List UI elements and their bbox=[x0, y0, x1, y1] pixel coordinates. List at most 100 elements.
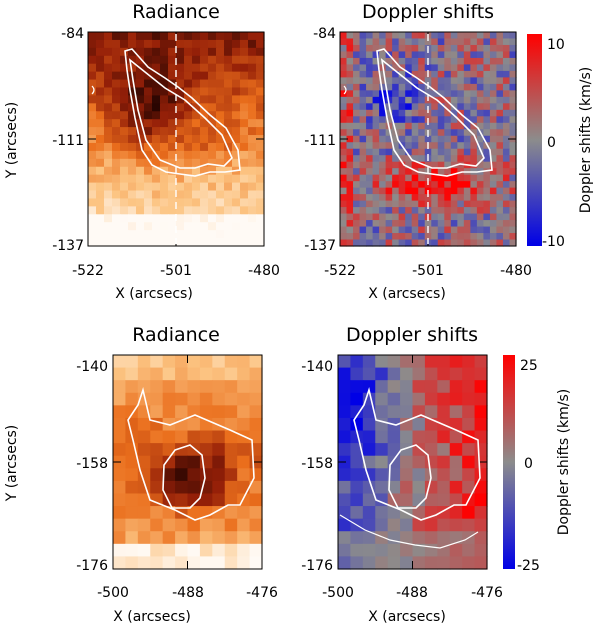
doppler-pixel bbox=[502, 207, 511, 215]
doppler-pixel bbox=[411, 70, 419, 78]
doppler-pixel bbox=[346, 226, 354, 234]
doppler-pixel bbox=[424, 207, 432, 215]
radiance-pixel bbox=[144, 190, 153, 200]
doppler-pixel bbox=[340, 181, 348, 189]
radiance-pixel bbox=[212, 468, 226, 482]
doppler-pixel bbox=[379, 51, 387, 59]
doppler-pixel bbox=[496, 116, 504, 124]
doppler-pixel bbox=[463, 70, 471, 78]
radiance-pixel bbox=[120, 230, 129, 239]
doppler-pixel bbox=[470, 155, 478, 163]
doppler-pixel bbox=[457, 90, 465, 98]
radiance-pixel bbox=[120, 87, 129, 97]
radiance-pixel bbox=[216, 111, 225, 120]
radiance-pixel bbox=[232, 198, 241, 207]
radiance-pixel bbox=[224, 430, 238, 444]
doppler-pixel bbox=[340, 96, 348, 104]
doppler-pixel bbox=[379, 96, 387, 104]
doppler-pixel bbox=[509, 213, 517, 221]
doppler-pixel bbox=[385, 161, 393, 169]
radiance-pixel bbox=[104, 222, 113, 231]
doppler-pixel bbox=[431, 70, 439, 78]
radiance-pixel bbox=[192, 238, 201, 247]
radiance-pixel bbox=[176, 39, 185, 49]
radiance-pixel bbox=[128, 103, 137, 112]
doppler-pixel bbox=[353, 135, 361, 143]
doppler-pixel bbox=[431, 239, 439, 247]
doppler-pixel bbox=[353, 213, 361, 221]
radiance-pixel bbox=[256, 190, 265, 200]
doppler-pixel bbox=[496, 44, 504, 53]
doppler-pixel bbox=[431, 194, 439, 202]
radiance-pixel bbox=[240, 166, 249, 176]
doppler-pixel bbox=[366, 207, 374, 215]
doppler-pixel bbox=[444, 83, 452, 91]
doppler-pixel bbox=[476, 103, 485, 111]
radiance-pixel bbox=[224, 71, 233, 81]
doppler-pixel bbox=[489, 181, 498, 189]
doppler-pixel bbox=[405, 129, 413, 137]
radiance-pixel bbox=[137, 355, 151, 369]
doppler-pixel bbox=[366, 155, 374, 163]
doppler-pixel bbox=[379, 226, 387, 234]
doppler-pixel bbox=[483, 174, 491, 182]
doppler-pixel bbox=[431, 187, 439, 195]
doppler-pixel bbox=[385, 181, 393, 189]
doppler-pixel bbox=[437, 207, 445, 215]
doppler-pixel bbox=[502, 109, 511, 117]
radiance-pixel bbox=[96, 63, 105, 73]
radiance-pixel bbox=[175, 430, 189, 444]
doppler-pixel bbox=[437, 122, 445, 130]
radiance-pixel bbox=[224, 182, 233, 192]
doppler-pixel bbox=[470, 181, 478, 189]
radiance-pixel bbox=[168, 142, 177, 152]
radiance-pixel bbox=[128, 119, 137, 128]
doppler-pixel bbox=[379, 213, 387, 221]
radiance-pixel bbox=[152, 103, 161, 112]
radiance-pixel bbox=[224, 111, 233, 120]
radiance-pixel bbox=[144, 182, 153, 192]
radiance-pixel bbox=[162, 543, 176, 558]
radiance-pixel bbox=[240, 39, 249, 49]
doppler-pixel bbox=[398, 103, 406, 111]
doppler-pixel bbox=[450, 64, 458, 72]
radiance-pixel bbox=[224, 190, 233, 200]
doppler-pixel bbox=[405, 142, 413, 150]
doppler-pixel bbox=[359, 96, 367, 104]
doppler-pixel bbox=[353, 187, 361, 195]
doppler-pixel bbox=[462, 506, 476, 520]
doppler-pixel bbox=[470, 200, 478, 208]
doppler-pixel bbox=[366, 83, 374, 91]
doppler-pixel bbox=[437, 239, 445, 247]
doppler-pixel bbox=[449, 556, 463, 570]
doppler-top-xtick-left: -522 bbox=[324, 263, 356, 279]
radiance-pixel bbox=[104, 174, 113, 184]
radiance-pixel bbox=[208, 142, 217, 152]
radiance-pixel bbox=[176, 127, 185, 136]
doppler-pixel bbox=[366, 44, 374, 53]
doppler-pixel bbox=[372, 187, 380, 195]
radiance-pixel bbox=[152, 47, 161, 57]
radiance-pixel bbox=[224, 63, 233, 73]
doppler-pixel bbox=[405, 148, 413, 156]
doppler-pixel bbox=[476, 207, 485, 215]
radiance-pixel bbox=[113, 556, 127, 570]
doppler-pixel bbox=[450, 181, 458, 189]
doppler-pixel bbox=[418, 32, 426, 40]
doppler-top-cbar-max: 10 bbox=[547, 37, 565, 53]
doppler-pixel bbox=[431, 135, 439, 143]
doppler-pixel bbox=[346, 109, 354, 117]
radiance-pixel bbox=[199, 355, 213, 369]
radiance-pixel bbox=[187, 556, 201, 570]
doppler-pixel bbox=[387, 367, 401, 381]
doppler-pixel bbox=[437, 531, 451, 545]
doppler-top-cbar-zero: 0 bbox=[547, 135, 556, 151]
radiance-pixel bbox=[152, 142, 161, 152]
doppler-pixel bbox=[379, 220, 387, 228]
doppler-pixel bbox=[362, 556, 376, 570]
radiance-pixel bbox=[208, 198, 217, 207]
doppler-pixel bbox=[509, 187, 517, 195]
doppler-pixel bbox=[366, 194, 374, 202]
doppler-pixel bbox=[457, 135, 465, 143]
doppler-pixel bbox=[437, 70, 445, 78]
